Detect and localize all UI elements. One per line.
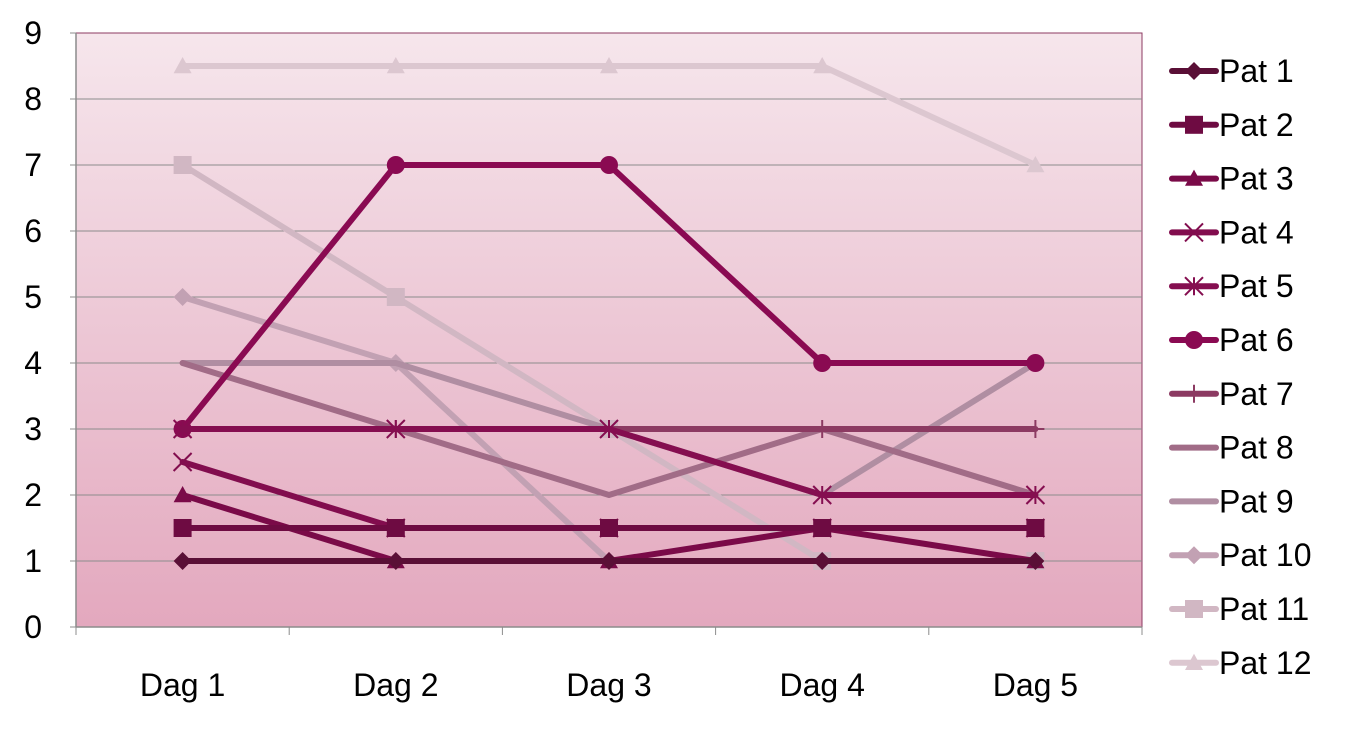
data-point-marker <box>173 57 192 74</box>
legend-label: Pat 2 <box>1219 107 1294 143</box>
plot-area <box>75 32 1143 628</box>
legend-label: Pat 6 <box>1219 322 1294 358</box>
data-point-marker <box>1026 519 1045 537</box>
data-point-marker <box>172 419 193 439</box>
legend-item: Pat 3 <box>1169 161 1294 197</box>
legend-item: Pat 11 <box>1169 591 1309 627</box>
y-tick-label: 3 <box>24 411 42 447</box>
data-point-marker <box>813 57 832 74</box>
legend-label: Pat 8 <box>1219 430 1294 466</box>
data-point-marker <box>386 519 405 537</box>
data-point-marker <box>386 288 405 306</box>
legend-item: Pat 10 <box>1169 537 1312 573</box>
legend-label: Pat 3 <box>1219 161 1294 197</box>
data-point-marker <box>600 156 618 174</box>
legend-item: Pat 12 <box>1169 645 1312 681</box>
data-point-marker <box>600 57 618 74</box>
data-point-marker <box>1184 222 1204 243</box>
data-point-marker <box>1185 169 1203 186</box>
data-point-marker <box>813 420 832 438</box>
data-point-marker <box>1026 420 1045 438</box>
legend-item: Pat 4 <box>1169 214 1294 250</box>
data-point-marker <box>173 519 192 537</box>
x-tick-label: Dag 1 <box>140 667 225 703</box>
y-tick-label: 1 <box>24 543 42 579</box>
data-point-marker <box>813 354 832 372</box>
legend-item: Pat 9 <box>1169 483 1294 519</box>
y-tick-label: 9 <box>24 15 42 51</box>
data-point-marker <box>386 57 405 74</box>
data-point-marker <box>1185 653 1203 670</box>
series-pat-2 <box>173 519 1045 537</box>
data-point-marker <box>600 519 618 537</box>
legend-label: Pat 7 <box>1219 376 1294 412</box>
legend-item: Pat 1 <box>1169 53 1294 89</box>
data-point-marker <box>173 552 192 570</box>
legend-label: Pat 9 <box>1219 483 1294 519</box>
data-point-marker <box>813 519 832 537</box>
series-pat-12 <box>173 57 1045 173</box>
y-tick-label: 0 <box>24 609 42 645</box>
legend: Pat 1 Pat 2 Pat 3 Pat 4 Pat 5 Pat 6 Pat 7 Pat 8… <box>1169 53 1312 681</box>
x-tick-label: Dag 4 <box>780 667 865 703</box>
x-tick-label: Dag 5 <box>993 667 1078 703</box>
data-point-marker <box>1185 384 1203 403</box>
data-point-marker <box>1185 546 1203 565</box>
data-point-marker <box>172 452 193 472</box>
legend-label: Pat 4 <box>1219 214 1294 250</box>
x-tick-label: Dag 3 <box>566 667 651 703</box>
data-point-marker <box>599 419 619 439</box>
legend-label: Pat 1 <box>1219 53 1294 89</box>
data-point-marker <box>386 552 405 570</box>
data-point-marker <box>1026 552 1045 570</box>
y-tick-label: 2 <box>24 477 42 513</box>
data-point-marker <box>173 156 192 174</box>
y-tick-label: 8 <box>24 81 42 117</box>
data-point-marker <box>386 419 406 439</box>
data-point-marker <box>813 552 832 570</box>
series-pat-5 <box>172 419 1046 505</box>
series-group <box>172 57 1046 570</box>
x-tick-label: Dag 2 <box>353 667 438 703</box>
legend-item: Pat 8 <box>1169 430 1294 466</box>
data-point-marker <box>1026 354 1045 372</box>
data-point-marker <box>1025 485 1046 505</box>
y-tick-label: 4 <box>24 345 42 381</box>
data-point-marker <box>1184 276 1204 296</box>
legend-item: Pat 6 <box>1169 322 1294 358</box>
legend-label: Pat 10 <box>1219 537 1312 573</box>
series-pat-1 <box>173 552 1045 570</box>
data-point-marker <box>173 486 192 503</box>
data-point-marker <box>173 288 192 306</box>
y-tick-label: 5 <box>24 279 42 315</box>
legend-label: Pat 12 <box>1219 645 1312 681</box>
legend-label: Pat 11 <box>1219 591 1309 627</box>
legend-item: Pat 7 <box>1169 376 1294 412</box>
axes: 0 1 2 3 4 5 6 7 8 9 Dag 1 Dag 2 Dag 3 Dag 4 Dag 5 <box>24 15 1143 703</box>
series-pat-8 <box>179 360 1039 498</box>
y-tick-label: 6 <box>24 213 42 249</box>
data-point-marker <box>386 156 405 174</box>
legend-label: Pat 5 <box>1219 268 1294 304</box>
data-point-marker <box>1185 331 1203 349</box>
data-point-marker <box>1185 62 1203 80</box>
data-point-marker <box>1185 600 1203 618</box>
legend-item: Pat 2 <box>1169 107 1294 143</box>
legend-item: Pat 5 <box>1169 268 1294 304</box>
data-point-marker <box>1185 115 1203 134</box>
data-point-marker <box>1026 156 1045 173</box>
series-line <box>179 360 1039 498</box>
data-point-marker <box>600 552 618 570</box>
y-tick-label: 7 <box>24 147 42 183</box>
data-point-marker <box>812 485 832 505</box>
